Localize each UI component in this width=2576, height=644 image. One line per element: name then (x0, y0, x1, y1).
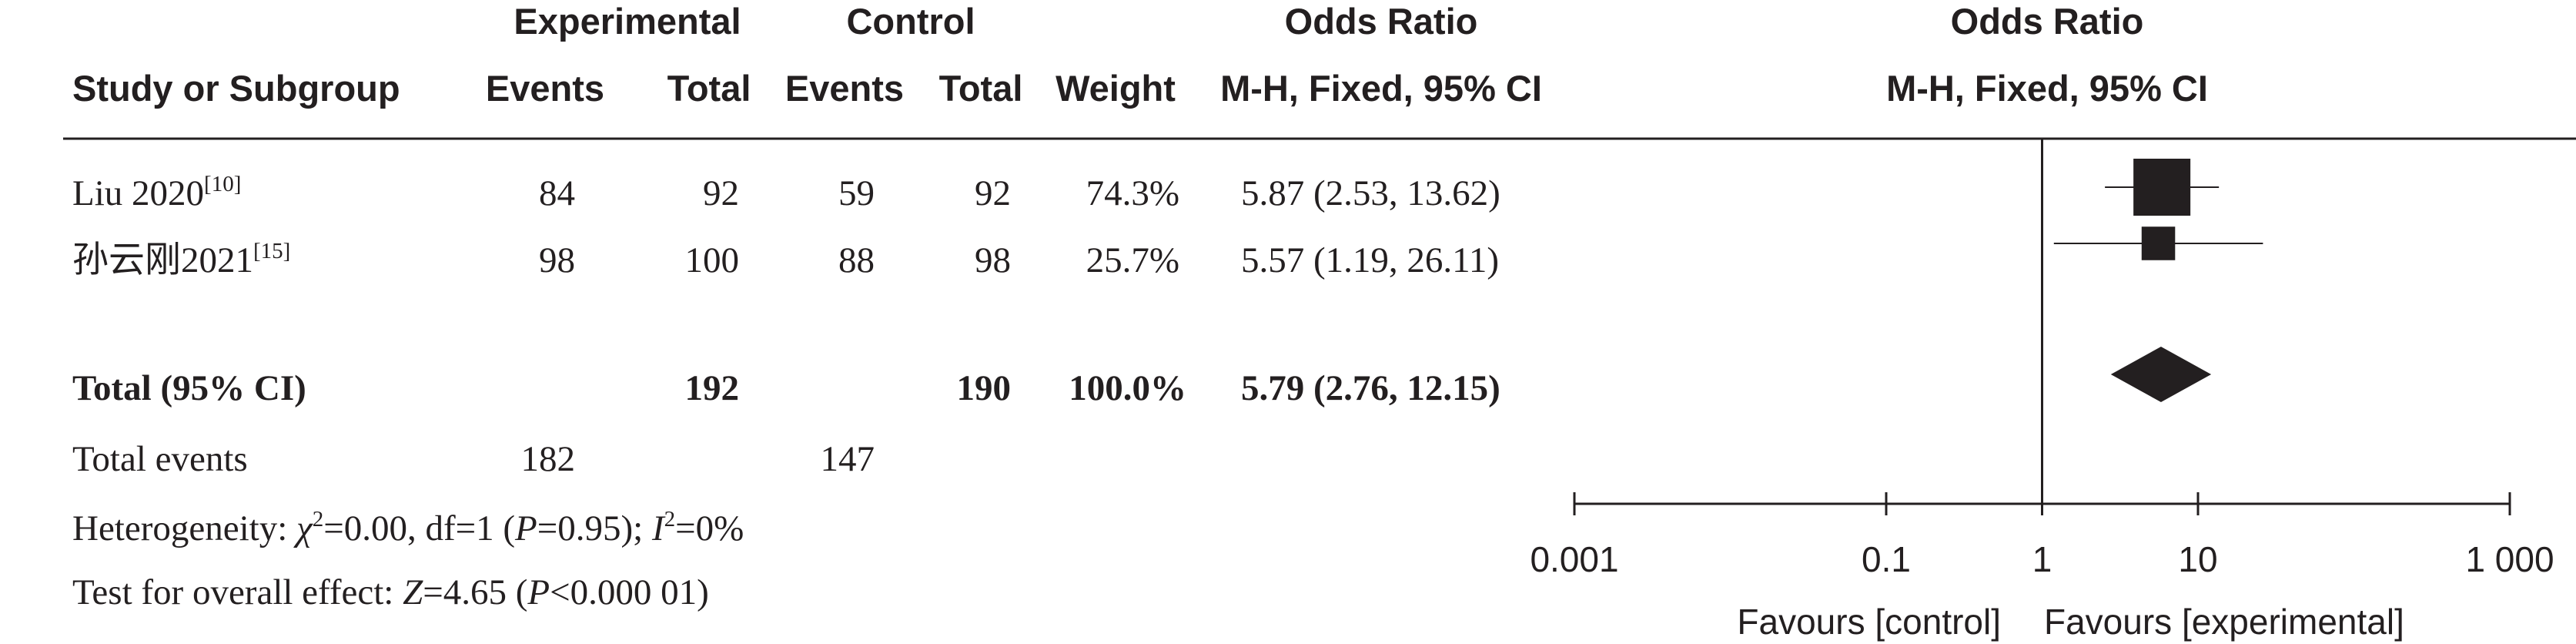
x-tick-label: 1 (2032, 539, 2052, 579)
ctrl-events: 88 (838, 240, 875, 280)
study-square (2133, 159, 2191, 216)
ctrl-total: 98 (975, 240, 1011, 280)
ctrl-total: 92 (975, 173, 1011, 213)
total-events-ctrl: 147 (821, 439, 875, 479)
exp-total: 92 (703, 173, 739, 213)
total-ctrl: 190 (957, 368, 1012, 408)
total-exp: 192 (685, 368, 740, 408)
study-column-header: Study or Subgroup (72, 68, 400, 109)
favours-experimental-label: Favours [experimental] (2044, 602, 2404, 642)
exp-events: 84 (539, 173, 575, 213)
study-square (2141, 226, 2176, 260)
plot-odds-ratio-header: Odds Ratio (1951, 1, 2144, 42)
favours-control-label: Favours [control] (1737, 602, 2001, 642)
experimental-group-header: Experimental (514, 1, 741, 42)
weight: 25.7% (1086, 240, 1179, 280)
method-header: M-H, Fixed, 95% CI (1220, 68, 1542, 109)
total-label: Total (95% CI) (72, 368, 306, 408)
plot-method-header: M-H, Fixed, 95% CI (1886, 68, 2208, 109)
x-tick-label: 10 (2178, 539, 2217, 579)
total-events-exp: 182 (521, 439, 576, 479)
weight: 74.3% (1086, 173, 1179, 213)
total-ci-text: 5.79 (2.76, 12.15) (1241, 368, 1500, 408)
ctrl-events-header: Events (785, 68, 904, 109)
odds-ratio-header: Odds Ratio (1285, 1, 1478, 42)
ci-text: 5.57 (1.19, 26.11) (1241, 240, 1499, 280)
ci-text: 5.87 (2.53, 13.62) (1241, 173, 1500, 213)
x-tick-label: 0.1 (1862, 539, 1911, 579)
study-name: Liu 2020[10] (72, 172, 241, 213)
study-name: 孙云刚2021[15] (72, 239, 290, 280)
x-tick-label: 1 000 (2465, 539, 2554, 579)
control-group-header: Control (846, 1, 975, 42)
pooled-diamond (2110, 347, 2212, 402)
exp-events: 98 (539, 240, 575, 280)
exp-total-header: Total (667, 68, 751, 109)
overall-effect-text: Test for overall effect: Z=4.65 (P<0.000… (72, 572, 709, 612)
total-weight: 100.0% (1069, 368, 1186, 408)
weight-header: Weight (1055, 68, 1176, 109)
heterogeneity-text: Heterogeneity: χ2=0.00, df=1 (P=0.95); I… (72, 507, 744, 548)
x-tick-label: 0.001 (1530, 539, 1618, 579)
ctrl-events: 59 (838, 173, 875, 213)
total-events-label: Total events (72, 439, 248, 479)
ctrl-total-header: Total (939, 68, 1023, 109)
forest-plot-area: 0.001 0.1 1 10 1 000 (1530, 139, 2554, 579)
exp-total: 100 (685, 240, 740, 280)
exp-events-header: Events (486, 68, 604, 109)
